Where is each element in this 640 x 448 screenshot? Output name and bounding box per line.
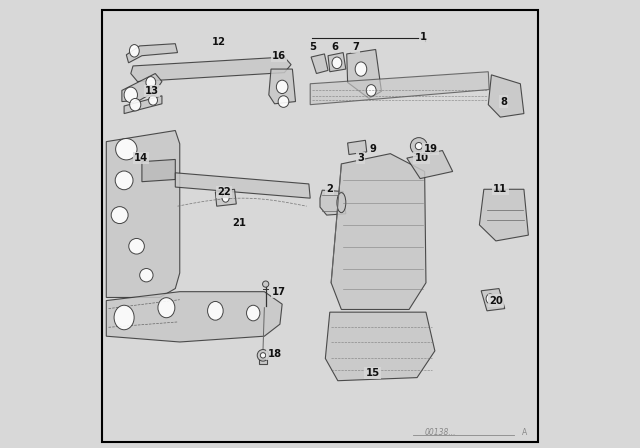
Text: 10: 10 [415,153,429,163]
Text: 13: 13 [145,86,159,96]
Ellipse shape [114,305,134,330]
Ellipse shape [146,77,156,88]
Ellipse shape [222,193,229,202]
Ellipse shape [207,302,223,320]
Ellipse shape [415,142,422,150]
Text: 7: 7 [352,42,359,52]
Text: 9: 9 [369,144,376,154]
Ellipse shape [115,171,133,190]
Text: 8: 8 [500,97,507,107]
Ellipse shape [337,193,346,213]
Polygon shape [106,130,180,297]
Polygon shape [328,52,346,72]
Ellipse shape [158,297,175,318]
Ellipse shape [332,57,342,69]
Ellipse shape [355,62,367,76]
Text: 6: 6 [331,42,338,52]
Ellipse shape [130,99,141,111]
Polygon shape [131,57,291,82]
Text: 11: 11 [493,184,508,194]
Ellipse shape [111,207,128,224]
FancyBboxPatch shape [102,10,538,442]
Polygon shape [310,72,489,105]
Text: A: A [522,428,527,437]
Ellipse shape [116,138,137,160]
Text: 22: 22 [218,187,231,197]
Polygon shape [216,189,236,206]
Text: 00138...: 00138... [424,428,456,437]
Ellipse shape [486,294,494,304]
Polygon shape [126,44,177,63]
Text: 3: 3 [358,153,364,163]
Polygon shape [106,292,282,342]
Ellipse shape [257,349,269,361]
Ellipse shape [129,238,145,254]
Ellipse shape [410,138,428,155]
Ellipse shape [278,96,289,108]
Text: 20: 20 [489,296,503,306]
Polygon shape [269,69,296,104]
Polygon shape [481,289,505,311]
Ellipse shape [276,80,288,94]
Text: 16: 16 [272,51,286,61]
Text: 14: 14 [134,153,148,163]
Text: 1: 1 [420,32,428,42]
Ellipse shape [129,44,140,57]
Text: 17: 17 [272,287,286,297]
Text: 12: 12 [211,37,225,47]
Ellipse shape [246,305,260,321]
Text: 19: 19 [424,144,437,154]
Polygon shape [311,54,328,73]
Ellipse shape [140,268,153,282]
Polygon shape [488,75,524,117]
Polygon shape [122,73,162,102]
Text: 21: 21 [232,218,246,228]
Polygon shape [348,140,367,155]
Ellipse shape [148,95,157,105]
Polygon shape [407,151,452,179]
Ellipse shape [260,353,266,358]
Polygon shape [479,189,529,241]
Polygon shape [124,96,162,114]
Polygon shape [320,190,346,215]
Ellipse shape [124,87,138,103]
Polygon shape [347,49,381,99]
Text: 5: 5 [309,42,316,52]
Polygon shape [331,154,426,310]
Text: 15: 15 [365,368,380,378]
Polygon shape [175,173,310,198]
Polygon shape [325,312,435,381]
Polygon shape [142,159,175,182]
Polygon shape [259,359,268,364]
Ellipse shape [366,85,376,96]
Text: 2: 2 [326,184,333,194]
Text: 18: 18 [268,349,282,359]
Ellipse shape [262,281,269,287]
